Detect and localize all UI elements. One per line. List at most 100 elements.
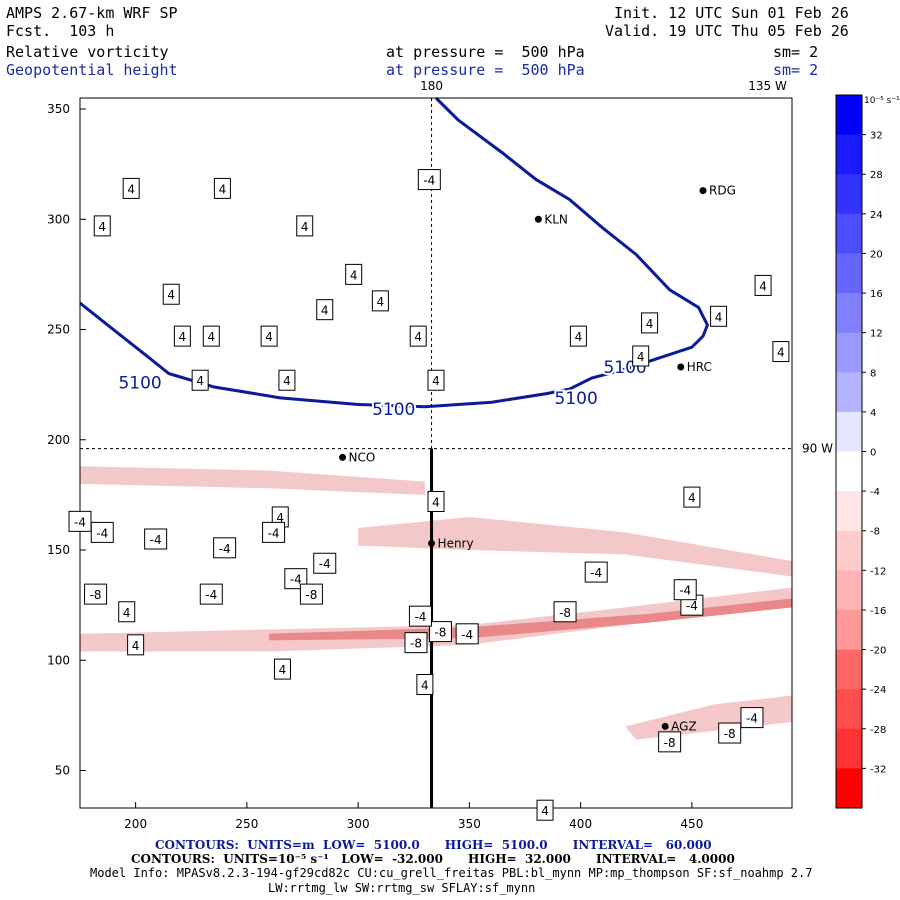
station-label: NCO [349, 450, 376, 464]
model-title: AMPS 2.67-km WRF SP [6, 4, 178, 22]
colorbar-label: -32 [870, 764, 886, 775]
vorticity-label-pos4-box [93, 215, 111, 237]
colorbar-label: 20 [870, 249, 883, 260]
vorticity-label-neg: -8 [658, 731, 682, 753]
vorticity-label-pos4-text: 4 [575, 330, 583, 344]
height-contour-label: 5100 [118, 373, 161, 393]
y-tick-label: 250 [47, 323, 70, 337]
vorticity-label-neg: -8 [428, 621, 452, 643]
vorticity-label-neg-box [213, 537, 237, 559]
vorticity-label-pos4-box [118, 601, 136, 623]
vorticity-label-neg-box [84, 583, 108, 605]
vorticity-label-pos4-box [273, 658, 291, 680]
vorticity-label-neg: -4 [68, 510, 92, 532]
vorticity-label-neg: -8 [718, 722, 742, 744]
vorticity-label-neg-box [144, 528, 168, 550]
vorticity-label-pos4: 4 [371, 290, 389, 312]
vorticity-label-pos4-box [772, 341, 790, 363]
vorticity-label-pos4: 4 [162, 283, 180, 305]
vorticity-label-neg-text: -4 [461, 628, 473, 642]
colorbar-label: -20 [870, 646, 886, 657]
vorticity-label-neg-text: -8 [434, 626, 446, 640]
vorticity-label-pos4-text: 4 [301, 220, 309, 234]
init-time: Init. 12 UTC Sun 01 Feb 26 [614, 4, 849, 22]
vorticity-label-pos4-box [683, 486, 701, 508]
vorticity-label-pos4: 4 [427, 491, 445, 513]
vorticity-label-pos4-box [296, 215, 314, 237]
colorbar-label: 0 [870, 448, 876, 459]
vorticity-label-pos4-text: 4 [759, 279, 767, 293]
vorticity-label-neg-text: -4 [423, 174, 435, 188]
vorticity-label-pos4-box [569, 325, 587, 347]
station-marker [661, 722, 669, 730]
station-label: AGZ [671, 719, 697, 733]
vorticity-label-pos4-text: 4 [637, 350, 645, 364]
colorbar-label: 8 [870, 368, 876, 379]
vorticity-label-pos4: 4 [93, 215, 111, 237]
vorticity-label-neg-text: -4 [590, 566, 602, 580]
vorticity-label-neg-text: -8 [664, 736, 676, 750]
vorticity-label-pos4-box [122, 177, 140, 199]
vorticity-label-neg-text: -4 [290, 573, 302, 587]
vorticity-label-pos4-text: 4 [541, 804, 549, 818]
vorticity-label-pos4-text: 4 [98, 220, 106, 234]
x-tick-label: 400 [569, 817, 592, 831]
vorticity-label-neg: -4 [262, 521, 286, 543]
vorticity-label-pos4: 4 [427, 369, 445, 391]
vorticity-label-pos4-text: 4 [132, 639, 140, 653]
station-marker [699, 187, 707, 195]
vorticity-label-neg-box [408, 605, 432, 627]
colorbar-segment [836, 372, 862, 413]
vorticity-label-pos4-box [213, 177, 231, 199]
vorticity-label-pos4: 4 [122, 177, 140, 199]
vorticity-label-neg: -4 [199, 583, 223, 605]
vorticity-label-pos4-box [191, 369, 209, 391]
vorticity-label-neg: -4 [144, 528, 168, 550]
vorticity-label-neg-text: -4 [686, 599, 698, 613]
vorticity-label-neg-text: -4 [205, 588, 217, 602]
vorticity-label-pos4-text: 4 [432, 374, 440, 388]
x-tick-label: 200 [124, 817, 147, 831]
colorbar-label: 12 [870, 329, 883, 340]
negative-vorticity-region [358, 516, 792, 577]
vorticity-label-neg-text: -4 [679, 584, 691, 598]
vorticity-label-pos4: 4 [683, 486, 701, 508]
colorbar-unit: 10⁻⁵ s⁻¹ [864, 96, 900, 106]
vorticity-label-pos4-box [173, 325, 191, 347]
vorticity-label-neg-box [740, 707, 764, 729]
vorticity-label-pos4: 4 [127, 634, 145, 656]
colorbar-segment [836, 768, 862, 809]
footer-physics-info: LW:rrtmg_lw SW:rrtmg_sw SFLAY:sf_mynn [268, 881, 536, 895]
vorticity-label-pos4-text: 4 [279, 663, 287, 677]
vorticity-label-neg-box [553, 601, 577, 623]
vorticity-label-pos4-text: 4 [179, 330, 187, 344]
vorticity-label-pos4: 4 [710, 305, 728, 327]
vorticity-label-pos4-text: 4 [265, 330, 273, 344]
colorbar-label: -4 [870, 487, 880, 498]
vorticity-label-pos4-text: 4 [377, 295, 385, 309]
vorticity-label-pos4-box [632, 345, 650, 367]
station-marker [339, 453, 347, 461]
vorticity-label-neg-box [455, 623, 479, 645]
vorticity-label-pos4-box [345, 263, 363, 285]
y-tick-label: 150 [47, 543, 70, 557]
y-tick-label: 350 [47, 102, 70, 116]
colorbar-segment [836, 728, 862, 769]
vorticity-label-neg: -4 [90, 521, 114, 543]
colorbar-label: -16 [870, 606, 886, 617]
vorticity-label-neg-text: -4 [746, 712, 758, 726]
vorticity-label-pos4: 4 [273, 658, 291, 680]
colorbar-label: 24 [870, 210, 883, 221]
vorticity-label-neg-box [718, 722, 742, 744]
footer-vorticity-contours: CONTOURS: UNITS=10⁻⁵ s⁻¹ LOW= -32.000 HI… [131, 852, 735, 866]
colorbar-label: 4 [870, 408, 876, 419]
forecast-hour: Fcst. 103 h [6, 22, 115, 40]
station-marker [428, 539, 436, 547]
colorbar-segment [836, 530, 862, 571]
vorticity-label-pos4: 4 [173, 325, 191, 347]
colorbar-segment [836, 95, 862, 136]
negative-vorticity-region [269, 598, 792, 641]
vorticity-label-pos4-box [260, 325, 278, 347]
vorticity-label-pos4: 4 [536, 799, 554, 821]
colorbar-segment [836, 134, 862, 175]
